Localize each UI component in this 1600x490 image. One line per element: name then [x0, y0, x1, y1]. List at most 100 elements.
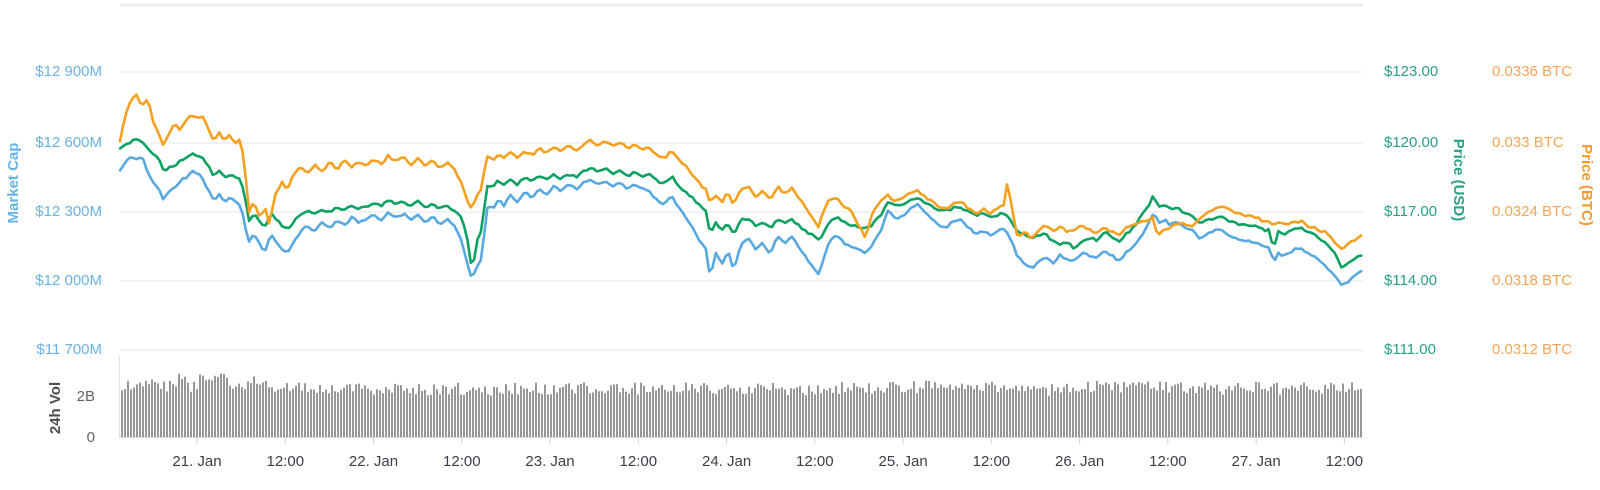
volume-bar: [424, 389, 426, 437]
volume-bar: [862, 387, 864, 437]
price-usd-axis-title: Price (USD): [1450, 138, 1467, 222]
volume-bar: [757, 383, 759, 437]
volume-bar: [697, 392, 699, 437]
volume-bar: [469, 390, 471, 437]
volume-bar: [385, 386, 387, 437]
volume-bar: [985, 382, 987, 437]
volume-bar: [430, 394, 432, 437]
volume-bar: [505, 384, 507, 437]
volume-bar: [487, 394, 489, 437]
volume-bar: [346, 384, 348, 437]
volume-bar: [529, 392, 531, 437]
volume-bar: [232, 388, 234, 437]
volume-bar: [1306, 386, 1308, 437]
volume-bar: [922, 388, 924, 437]
volume-bar: [670, 391, 672, 437]
volume-bar: [1258, 382, 1260, 437]
volume-bar: [556, 392, 558, 437]
volume-bar: [958, 387, 960, 437]
volume-bar: [301, 390, 303, 437]
volume-bar: [127, 380, 129, 437]
volume-bar: [1186, 393, 1188, 437]
series-line-price-usd: [118, 138, 1363, 269]
volume-bar: [937, 388, 939, 437]
volume-bar: [1084, 389, 1086, 437]
volume-bar: [535, 382, 537, 437]
volume-bar: [601, 391, 603, 437]
volume-bar: [1339, 391, 1341, 437]
volume-bar: [148, 384, 150, 437]
volume-bar: [379, 390, 381, 437]
volume-bar: [871, 393, 873, 437]
volume-bar: [1312, 389, 1314, 437]
volume-bar: [244, 389, 246, 437]
volume-bar: [835, 385, 837, 437]
volume-bar: [829, 387, 831, 437]
volume-bar: [460, 394, 462, 437]
volume-bar: [976, 385, 978, 437]
volume-bar: [1000, 388, 1002, 437]
price-btc-axis-title: Price (BTC): [1578, 144, 1595, 226]
volume-bar: [1195, 393, 1197, 437]
volume-bar: [676, 391, 678, 437]
volume-bar: [775, 388, 777, 437]
volume-bar: [820, 393, 822, 437]
volume-bar: [214, 375, 216, 437]
volume-bar: [586, 386, 588, 437]
volume-bar: [448, 394, 450, 437]
volume-bar: [1144, 384, 1146, 437]
volume-bar: [523, 388, 525, 437]
volume-bar: [982, 390, 984, 437]
volume-bar: [142, 386, 144, 437]
volume-bar: [1255, 381, 1257, 437]
volume-bar: [568, 383, 570, 437]
volume-bar: [184, 376, 186, 437]
volume-bar: [673, 385, 675, 437]
volume-bar: [415, 394, 417, 437]
volume-bar: [277, 389, 279, 437]
volume-bar: [319, 385, 321, 437]
volume-bar: [808, 385, 810, 437]
volume-bar: [1042, 387, 1044, 437]
volume-bar: [196, 389, 198, 437]
volume-bar: [1114, 382, 1116, 437]
volume-bar: [766, 389, 768, 437]
volume-bar: [721, 388, 723, 437]
volume-bar: [439, 394, 441, 437]
volume-bar: [667, 391, 669, 437]
volume-bar: [1087, 381, 1089, 437]
volume-bar: [1027, 386, 1029, 437]
volume-bar: [997, 392, 999, 437]
volume-bar: [361, 388, 363, 437]
volume-bar: [157, 383, 159, 437]
volume-bar: [532, 390, 534, 437]
volume-bar: [1030, 389, 1032, 437]
volume-bar: [442, 385, 444, 437]
volume-bar: [760, 385, 762, 437]
volume-bar: [688, 390, 690, 437]
volume-bar: [382, 393, 384, 437]
volume-bar: [1222, 394, 1224, 437]
volume-bar: [193, 381, 195, 437]
volume-bar: [571, 389, 573, 437]
volume-bar: [796, 387, 798, 437]
volume-bar: [310, 389, 312, 437]
volume-bar: [562, 386, 564, 437]
volume-bar: [1276, 382, 1278, 437]
volume-bar: [694, 388, 696, 437]
volume-bar: [865, 392, 867, 437]
volume-bar: [268, 387, 270, 437]
volume-bar: [811, 391, 813, 437]
volume-bar: [364, 385, 366, 437]
volume-bar: [343, 387, 345, 437]
volume-bar: [154, 382, 156, 437]
volume-bar: [1129, 384, 1131, 437]
volume-bar: [877, 387, 879, 437]
volume-bar: [793, 388, 795, 437]
volume-bar: [1282, 388, 1284, 437]
volume-bar: [226, 377, 228, 437]
volume-bar: [607, 390, 609, 437]
volume-bar: [634, 382, 636, 437]
